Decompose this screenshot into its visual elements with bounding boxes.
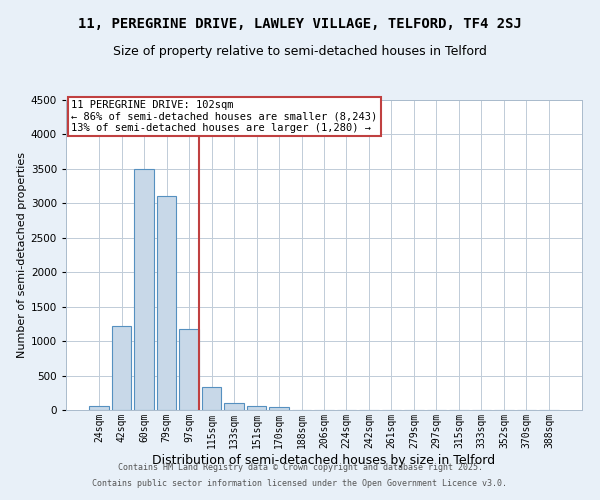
Bar xyxy=(202,388,221,410)
Bar xyxy=(134,169,154,410)
Bar xyxy=(157,196,176,410)
Bar xyxy=(112,326,131,410)
Text: Contains public sector information licensed under the Open Government Licence v3: Contains public sector information licen… xyxy=(92,478,508,488)
Text: 11, PEREGRINE DRIVE, LAWLEY VILLAGE, TELFORD, TF4 2SJ: 11, PEREGRINE DRIVE, LAWLEY VILLAGE, TEL… xyxy=(78,18,522,32)
Bar xyxy=(269,406,289,410)
Text: Size of property relative to semi-detached houses in Telford: Size of property relative to semi-detach… xyxy=(113,45,487,58)
Bar xyxy=(224,403,244,410)
X-axis label: Distribution of semi-detached houses by size in Telford: Distribution of semi-detached houses by … xyxy=(152,454,496,466)
Text: 11 PEREGRINE DRIVE: 102sqm
← 86% of semi-detached houses are smaller (8,243)
13%: 11 PEREGRINE DRIVE: 102sqm ← 86% of semi… xyxy=(71,100,377,133)
Text: Contains HM Land Registry data © Crown copyright and database right 2025.: Contains HM Land Registry data © Crown c… xyxy=(118,464,482,472)
Bar xyxy=(247,406,266,410)
Y-axis label: Number of semi-detached properties: Number of semi-detached properties xyxy=(17,152,26,358)
Bar xyxy=(89,406,109,410)
Bar xyxy=(179,328,199,410)
